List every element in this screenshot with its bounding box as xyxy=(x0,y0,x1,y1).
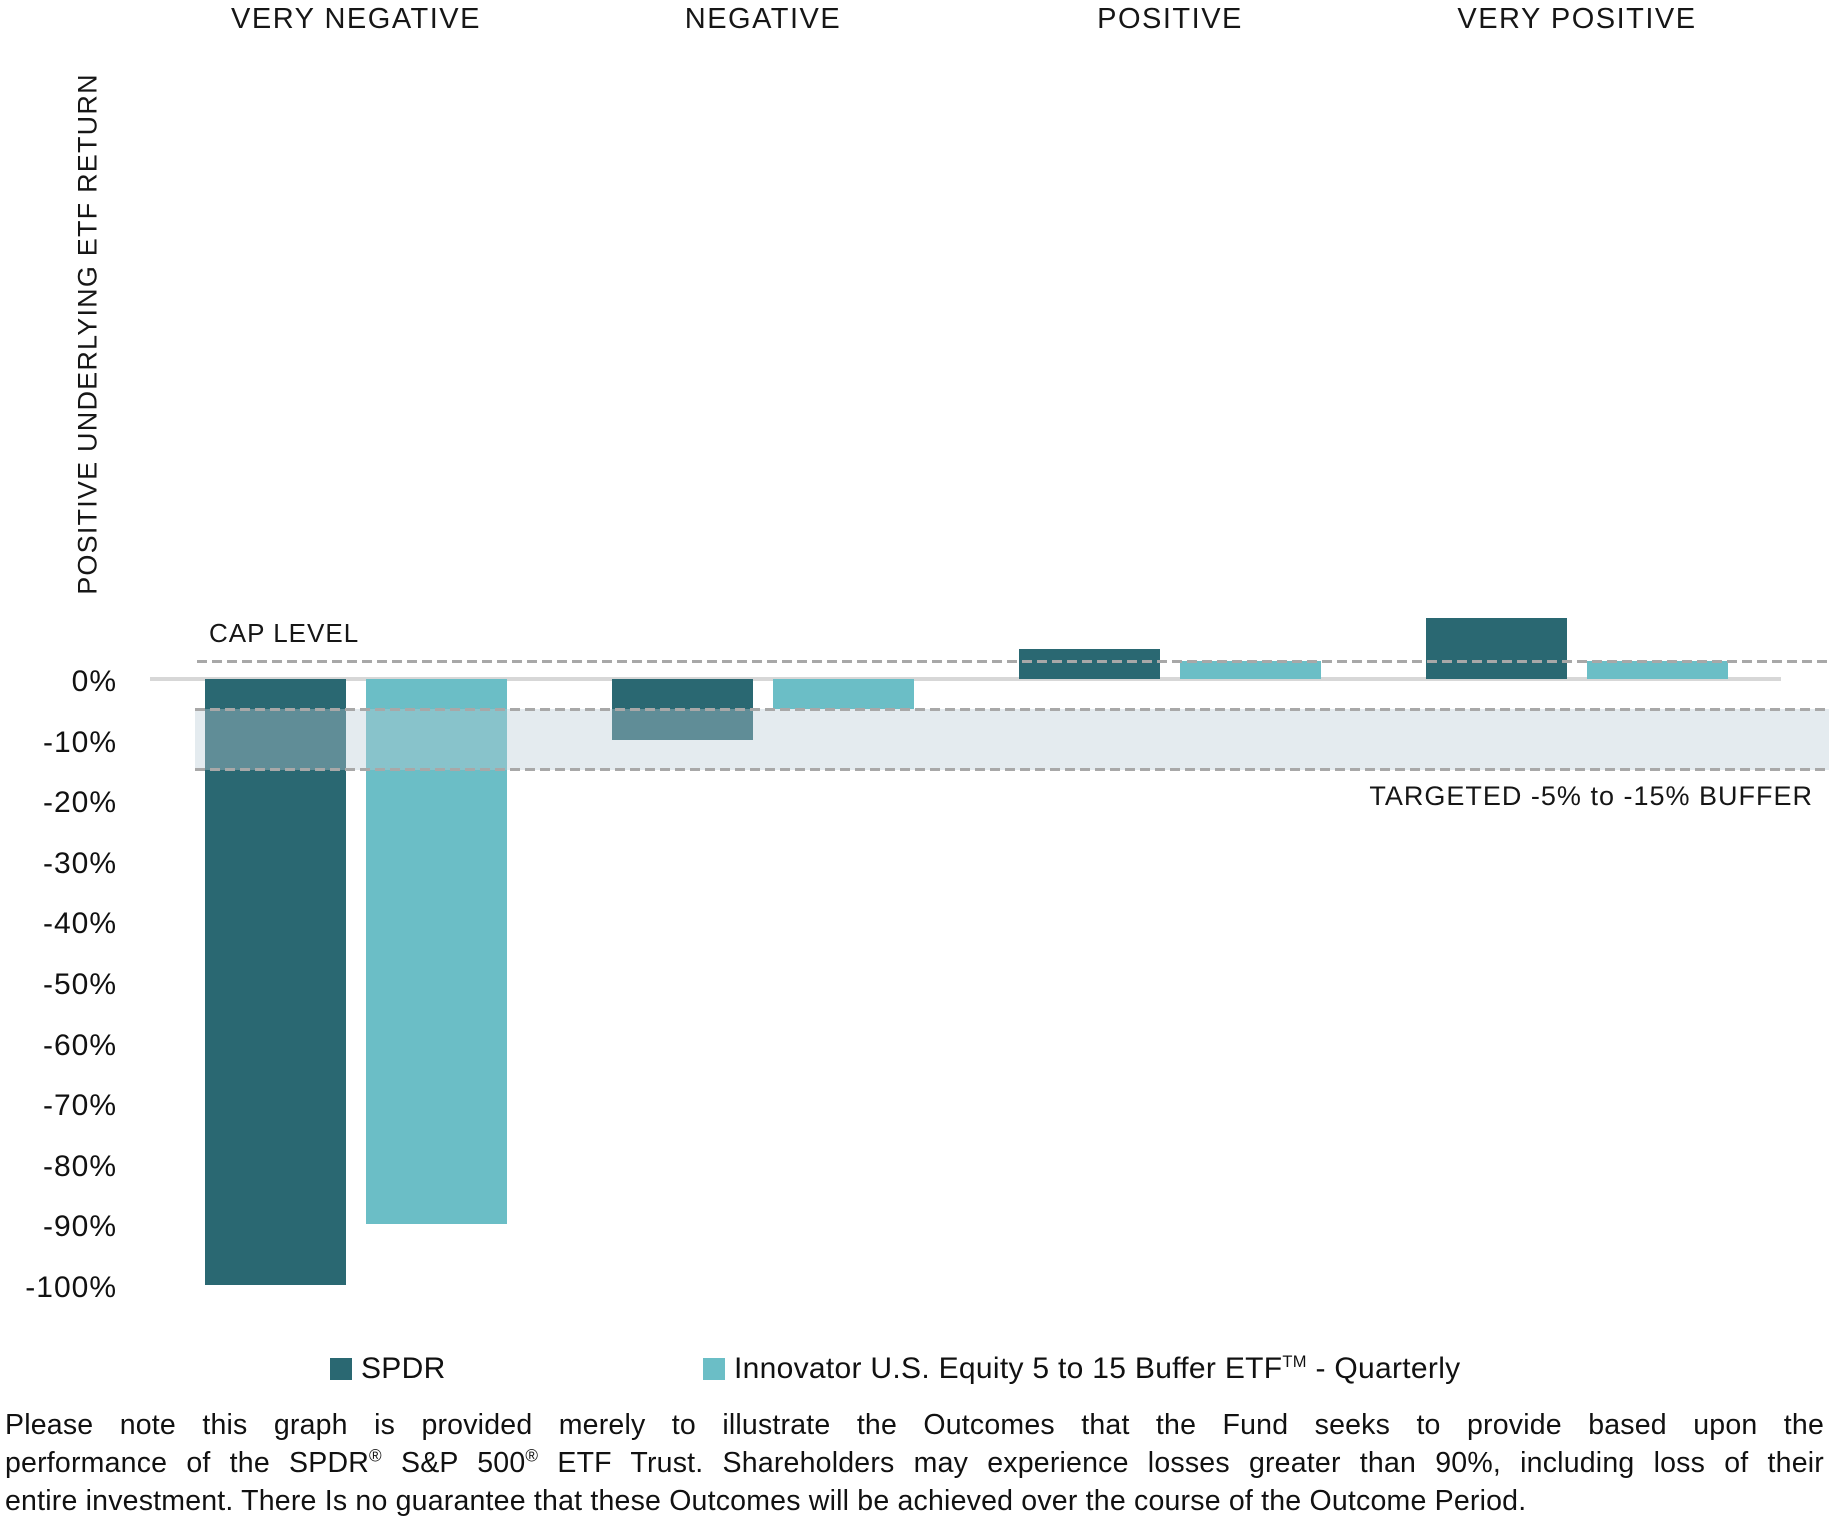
y-tick-label-10: -10% xyxy=(42,725,117,759)
trademark-superscript: TM xyxy=(1282,1353,1307,1371)
bar-innovator-very-positive xyxy=(1587,660,1728,679)
buffer-band xyxy=(195,709,1829,770)
y-tick-label-100: -100% xyxy=(25,1271,117,1304)
footnote: Please note this graph is provided merel… xyxy=(5,1406,1824,1520)
y-tick-label-30: -30% xyxy=(42,846,117,880)
cap-level-dashed-line xyxy=(197,659,1829,663)
y-tick-label-50: -50% xyxy=(42,968,117,1001)
category-label-negative: NEGATIVE xyxy=(684,3,842,35)
legend-swatch-spdr xyxy=(330,1358,352,1380)
y-tick-label-70: -70% xyxy=(42,1089,117,1123)
registered-mark: ® xyxy=(369,1446,382,1466)
footnote-line-1: Please note this graph is provided merel… xyxy=(5,1409,1824,1441)
legend-label-spdr: SPDR xyxy=(361,1352,446,1385)
legend-item-innovator: Innovator U.S. Equity 5 to 15 Buffer ETF… xyxy=(703,1352,1460,1386)
y-tick-label-20: -20% xyxy=(42,786,117,820)
bar-spdr-positive xyxy=(1019,648,1160,679)
category-label-positive: POSITIVE xyxy=(1097,3,1243,35)
y-axis-title: POSITIVE UNDERLYING ETF RETURN xyxy=(72,73,103,595)
bar-spdr-very-negative xyxy=(205,679,346,1285)
y-tick-label-0: 0% xyxy=(71,665,117,698)
category-label-very-negative: VERY NEGATIVE xyxy=(231,3,481,35)
bar-innovator-positive xyxy=(1180,660,1321,679)
y-tick-label-80: -80% xyxy=(42,1149,117,1183)
cap-level-label: CAP LEVEL xyxy=(209,618,360,648)
category-label-very-positive: VERY POSITIVE xyxy=(1457,3,1697,35)
bar-innovator-negative xyxy=(773,679,914,710)
legend-item-spdr: SPDR xyxy=(330,1352,446,1386)
footnote-line-2: performance of the SPDR® S&P 500® ETF Tr… xyxy=(5,1446,1824,1479)
legend-swatch-innovator xyxy=(703,1358,725,1380)
registered-mark: ® xyxy=(525,1446,539,1466)
bar-spdr-very-positive xyxy=(1426,618,1567,679)
zero-baseline xyxy=(150,677,1781,681)
buffer-bottom-dashed-line xyxy=(195,767,1829,771)
y-tick-label-90: -90% xyxy=(42,1210,117,1244)
buffer-top-dashed-line xyxy=(195,708,1829,712)
y-tick-label-60: -60% xyxy=(42,1028,117,1062)
footnote-line-3: entire investment. There Is no guarantee… xyxy=(5,1485,1527,1517)
legend-label-innovator: Innovator U.S. Equity 5 to 15 Buffer ETF… xyxy=(734,1352,1461,1385)
y-tick-label-40: -40% xyxy=(42,907,117,941)
buffer-band-label: TARGETED -5% to -15% BUFFER xyxy=(1369,781,1813,811)
